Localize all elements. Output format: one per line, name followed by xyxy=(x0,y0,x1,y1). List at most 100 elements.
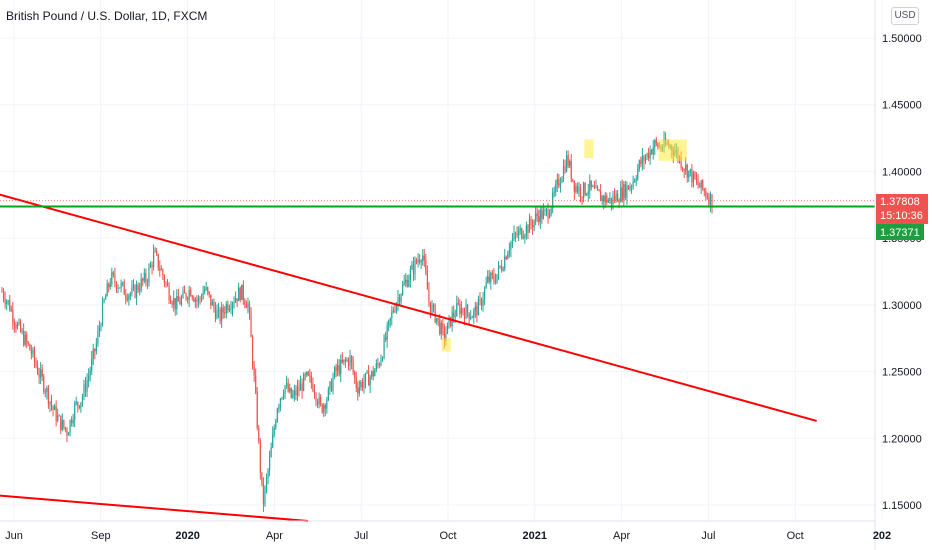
candle-body xyxy=(174,298,176,310)
candle-body xyxy=(490,273,492,283)
price-badges: 1.37808 15:10:36 1.37371 xyxy=(876,194,928,240)
candle-body xyxy=(655,140,657,144)
candle-body xyxy=(21,330,23,332)
candle-body xyxy=(459,303,461,314)
candle-body xyxy=(269,457,271,471)
candle-body xyxy=(695,178,698,181)
time-tick-label: Apr xyxy=(613,530,630,542)
candle-body xyxy=(632,181,634,187)
candle-body xyxy=(501,266,503,271)
candle-body xyxy=(505,256,507,260)
candle-body xyxy=(273,427,275,435)
currency-button[interactable]: USD xyxy=(891,7,919,25)
candle-body xyxy=(541,209,543,219)
candle-body xyxy=(412,264,415,274)
candle-body xyxy=(7,300,9,302)
candle-body xyxy=(95,343,97,352)
candle-body xyxy=(60,415,62,431)
candle-body xyxy=(74,403,76,420)
candle-body xyxy=(80,402,82,408)
candle-body xyxy=(238,287,240,302)
candle-body xyxy=(278,405,280,409)
candle-body xyxy=(357,387,359,394)
candle-body xyxy=(694,171,696,179)
candle-body xyxy=(443,328,445,341)
candle-body xyxy=(221,307,223,322)
candle-body xyxy=(143,273,145,281)
candle-body xyxy=(196,299,198,302)
candle-body xyxy=(567,155,569,166)
candle-body xyxy=(380,359,382,366)
candle-body xyxy=(408,280,410,287)
candle-body xyxy=(403,282,405,286)
candle-body xyxy=(128,295,130,300)
candle-body xyxy=(593,186,596,189)
candle-body xyxy=(279,398,282,406)
candle-body xyxy=(613,196,616,201)
candle-body xyxy=(98,327,101,332)
candle-body xyxy=(477,299,480,316)
candle-body xyxy=(281,397,283,399)
candle-body xyxy=(592,186,594,188)
candle-body xyxy=(626,185,628,198)
candle-body xyxy=(488,276,490,283)
candle-body xyxy=(316,401,319,405)
candle-body xyxy=(239,287,241,301)
candle-body xyxy=(197,297,200,302)
candle-body xyxy=(561,178,563,183)
candle-body xyxy=(120,283,122,289)
candle-body xyxy=(547,209,549,218)
candle-body xyxy=(651,150,653,155)
candle-body xyxy=(420,261,422,263)
candle-body xyxy=(245,304,248,308)
candle-body xyxy=(581,196,583,198)
candle-body xyxy=(251,337,254,366)
candle-body xyxy=(313,390,316,394)
highlight-box xyxy=(584,139,594,159)
candle-body xyxy=(219,309,221,322)
trendline xyxy=(0,494,309,523)
candle-body xyxy=(9,300,11,311)
candle-body xyxy=(330,381,333,392)
candle-body xyxy=(708,197,710,205)
candle-body xyxy=(146,281,149,283)
candle-body xyxy=(428,289,430,302)
candle-body xyxy=(576,185,579,192)
candle-body xyxy=(465,305,467,319)
candle-body xyxy=(397,297,399,304)
time-tick-label: Oct xyxy=(439,530,456,542)
candle-body xyxy=(491,273,493,275)
candle-body xyxy=(372,371,374,377)
candle-body xyxy=(145,273,147,282)
candle-body xyxy=(494,280,497,283)
candle-body xyxy=(40,369,42,378)
candle-body xyxy=(610,197,613,204)
candle-body xyxy=(214,308,217,319)
time-tick-label: 2021 xyxy=(523,530,547,542)
candle-body xyxy=(440,323,442,334)
candle-body xyxy=(92,348,94,359)
candle-body xyxy=(471,317,473,319)
candle-body xyxy=(248,303,251,313)
time-axis[interactable]: Jun Sep 2020 Apr Jul Oct 2021 Apr Jul Oct 202 xyxy=(5,530,891,542)
candle-body xyxy=(436,317,438,323)
candle-body xyxy=(166,283,169,286)
trendline xyxy=(0,193,817,422)
candle-body xyxy=(699,185,701,188)
candle-body xyxy=(624,184,626,198)
candle-body xyxy=(111,272,113,284)
candle-body xyxy=(61,420,63,431)
candle-body xyxy=(292,394,294,398)
candle-body xyxy=(210,294,212,306)
candle-body xyxy=(177,296,179,302)
price-axis[interactable]: 1.500001.450001.400001.350001.300001.250… xyxy=(882,33,922,512)
candle-body xyxy=(324,405,326,409)
support-level-badge xyxy=(876,224,924,240)
candle-body xyxy=(139,290,141,292)
candle-body xyxy=(344,359,346,361)
candle-body xyxy=(634,180,636,182)
candle-body xyxy=(596,186,599,190)
candle-body xyxy=(386,325,388,340)
candle-body xyxy=(349,356,351,366)
